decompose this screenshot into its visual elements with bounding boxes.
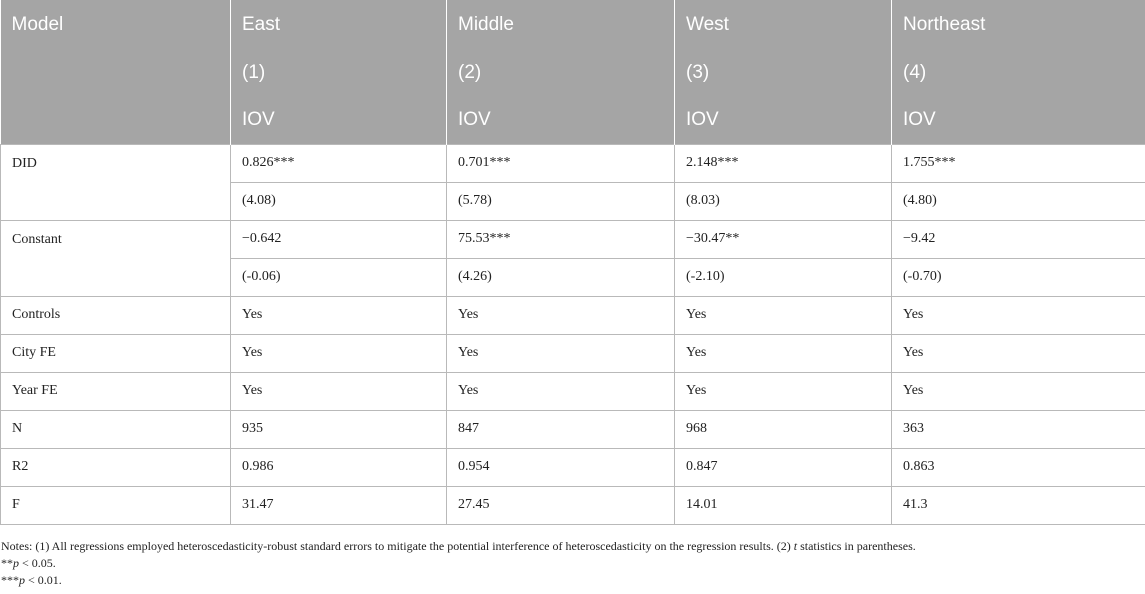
cell-constant-coef-4: −9.42 — [891, 219, 1145, 259]
cell-f-1: 31.47 — [230, 485, 447, 525]
header-region-west: West — [674, 0, 892, 49]
header-dependent-1: IOV — [230, 97, 447, 144]
cell-n-2: 847 — [446, 409, 675, 449]
cell-year-fe-4: Yes — [891, 371, 1145, 411]
cell-controls-2: Yes — [446, 295, 675, 335]
cell-did-t-3: (8.03) — [674, 181, 892, 221]
row-label-city-fe: City FE — [0, 333, 231, 373]
cell-constant-t-1: (-0.06) — [230, 257, 447, 297]
cell-n-1: 935 — [230, 409, 447, 449]
cell-n-3: 968 — [674, 409, 892, 449]
row-label-n: N — [0, 409, 231, 449]
cell-f-4: 41.3 — [891, 485, 1145, 525]
notes-p-italic-2: p — [13, 556, 19, 570]
cell-year-fe-2: Yes — [446, 371, 675, 411]
header-number-1: (1) — [230, 49, 447, 97]
header-region-middle: Middle — [446, 0, 675, 49]
row-label-year-fe: Year FE — [0, 371, 231, 411]
table-row-year-fe: Year FE Yes Yes Yes Yes — [0, 371, 1145, 411]
header-number-3: (3) — [674, 49, 892, 97]
cell-r2-3: 0.847 — [674, 447, 892, 487]
table-row-did-coef: DID 0.826*** 0.701*** 2.148*** 1.755*** — [0, 143, 1145, 221]
notes-line-2: **p < 0.05. — [1, 555, 1145, 572]
table-row-constant-t: (-0.06) (4.26) (-2.10) (-0.70) — [1, 257, 1145, 297]
regression-table: Model East Middle West Northeast (1) (2)… — [0, 0, 1145, 525]
header-region-east: East — [230, 0, 447, 49]
table-header: Model East Middle West Northeast (1) (2)… — [0, 0, 1145, 144]
notes-rest-2: < 0.05. — [19, 556, 56, 570]
table-row-r2: R2 0.986 0.954 0.847 0.863 — [0, 447, 1145, 487]
cell-year-fe-1: Yes — [230, 371, 447, 411]
table-notes: Notes: (1) All regressions employed hete… — [0, 538, 1145, 589]
table-body: DID 0.826*** 0.701*** 2.148*** 1.755*** … — [0, 143, 1145, 525]
cell-did-coef-2: 0.701*** — [446, 143, 675, 183]
cell-year-fe-3: Yes — [674, 371, 892, 411]
cell-did-t-2: (5.78) — [446, 181, 675, 221]
notes-line-1: Notes: (1) All regressions employed hete… — [1, 538, 1145, 555]
header-dependent-2: IOV — [446, 97, 675, 144]
table-row-constant-coef: Constant −0.642 75.53*** −30.47** −9.42 — [0, 219, 1145, 297]
cell-did-coef-4: 1.755*** — [891, 143, 1145, 183]
header-dependent-3: IOV — [674, 97, 892, 144]
cell-did-t-4: (4.80) — [891, 181, 1145, 221]
cell-constant-coef-1: −0.642 — [230, 219, 447, 259]
cell-controls-1: Yes — [230, 295, 447, 335]
notes-t-italic: t — [793, 539, 798, 553]
cell-city-fe-4: Yes — [891, 333, 1145, 373]
cell-city-fe-3: Yes — [674, 333, 892, 373]
row-label-r2: R2 — [0, 447, 231, 487]
cell-did-t-1: (4.08) — [230, 181, 447, 221]
cell-r2-1: 0.986 — [230, 447, 447, 487]
table-row-n: N 935 847 968 363 — [0, 409, 1145, 449]
cell-did-coef-3: 2.148*** — [674, 143, 892, 183]
cell-constant-coef-2: 75.53*** — [446, 219, 675, 259]
cell-city-fe-2: Yes — [446, 333, 675, 373]
cell-constant-t-3: (-2.10) — [674, 257, 892, 297]
cell-controls-3: Yes — [674, 295, 892, 335]
header-dependent-4: IOV — [891, 97, 1145, 144]
notes-stars-3: *** — [1, 573, 19, 587]
row-label-controls: Controls — [0, 295, 231, 335]
row-label-did: DID — [0, 143, 231, 221]
cell-controls-4: Yes — [891, 295, 1145, 335]
table-row-city-fe: City FE Yes Yes Yes Yes — [0, 333, 1145, 373]
header-number-2: (2) — [446, 49, 675, 97]
header-model: Model — [0, 0, 231, 144]
notes-stars-2: ** — [1, 556, 13, 570]
header-region-northeast: Northeast — [891, 0, 1145, 49]
notes-p-italic-3: p — [19, 573, 25, 587]
header-number-4: (4) — [891, 49, 1145, 97]
cell-f-3: 14.01 — [674, 485, 892, 525]
table-row-f: F 31.47 27.45 14.01 41.3 — [0, 485, 1145, 525]
notes-text-1b: statistics in parentheses. — [797, 539, 916, 553]
table-row-did-t: (4.08) (5.78) (8.03) (4.80) — [1, 181, 1145, 221]
row-label-f: F — [0, 485, 231, 525]
cell-constant-coef-3: −30.47** — [674, 219, 892, 259]
notes-text-1a: Notes: (1) All regressions employed hete… — [1, 539, 794, 553]
cell-city-fe-1: Yes — [230, 333, 447, 373]
cell-r2-4: 0.863 — [891, 447, 1145, 487]
cell-f-2: 27.45 — [446, 485, 675, 525]
cell-r2-2: 0.954 — [446, 447, 675, 487]
cell-n-4: 363 — [891, 409, 1145, 449]
notes-line-3: ***p < 0.01. — [1, 572, 1145, 589]
cell-constant-t-2: (4.26) — [446, 257, 675, 297]
row-label-constant: Constant — [0, 219, 231, 297]
cell-did-coef-1: 0.826*** — [230, 143, 447, 183]
notes-rest-3: < 0.01. — [25, 573, 62, 587]
table-row-controls: Controls Yes Yes Yes Yes — [0, 295, 1145, 335]
cell-constant-t-4: (-0.70) — [891, 257, 1145, 297]
